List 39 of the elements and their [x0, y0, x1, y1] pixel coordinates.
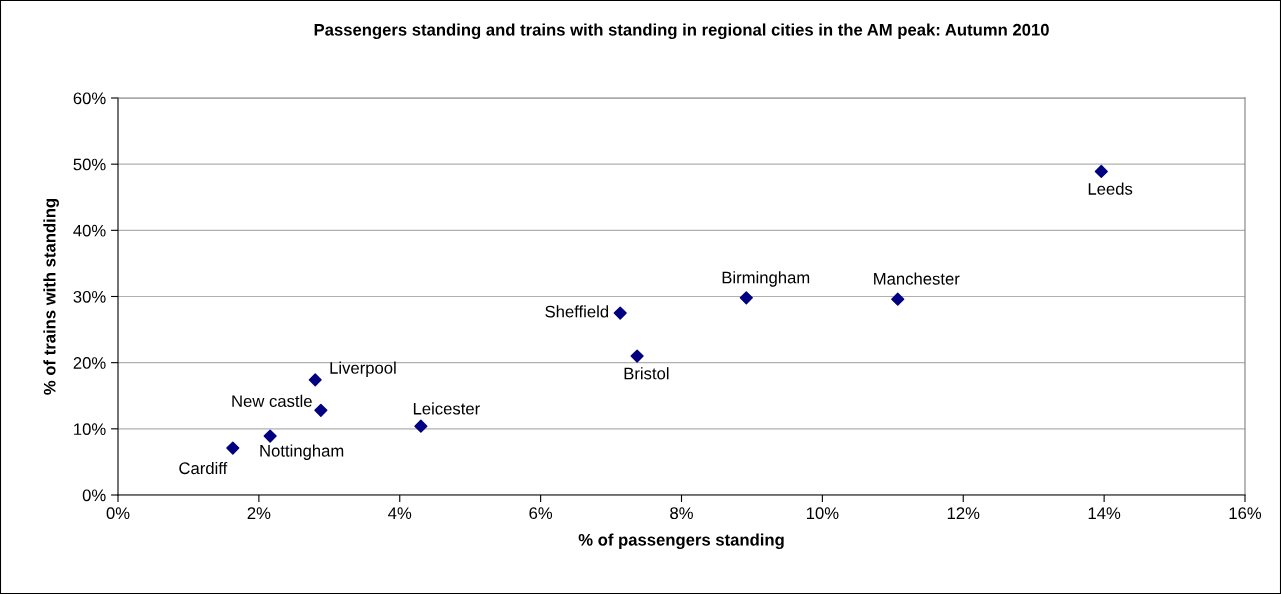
point — [226, 441, 240, 455]
annotation: Leicester — [413, 402, 480, 415]
point — [314, 403, 328, 417]
y-axis-title: % of trains with standing — [43, 199, 59, 395]
annotation: Bristol — [624, 367, 669, 380]
y-tick-label: 50% — [73, 158, 106, 171]
annotation: Nottingham — [260, 444, 344, 460]
x-axis-title: % of passengers standing — [578, 533, 784, 550]
annotation: Cardiff — [179, 461, 228, 475]
point — [613, 306, 627, 320]
x-tick-label: 2% — [247, 507, 271, 519]
x-tick-label: 6% — [529, 507, 553, 520]
x-tick-label: 0% — [106, 507, 130, 520]
y-tick-label: 40% — [73, 224, 106, 237]
x-tick-label: 10% — [806, 507, 839, 520]
x-tick-label: 16% — [1229, 507, 1262, 520]
point — [263, 429, 277, 443]
point — [630, 349, 644, 363]
chart-title: Passengers standing and trains with standing in regional cities in the AM peak: Autumn 2010 — [314, 23, 1049, 40]
y-tick-label: 20% — [73, 357, 106, 369]
annotation: New castle — [232, 394, 312, 408]
y-tick-label: 30% — [73, 290, 106, 303]
point — [308, 373, 322, 387]
point — [891, 292, 905, 306]
x-tick-label: 12% — [947, 507, 980, 519]
point — [414, 419, 428, 433]
point — [739, 291, 753, 305]
point — [1094, 164, 1108, 179]
y-tick-label: 0% — [82, 489, 106, 502]
x-tick-label: 4% — [388, 507, 412, 519]
annotation: Sheffield — [545, 305, 609, 318]
x-tick-label: 8% — [670, 507, 693, 520]
x-tick-label: 14% — [1088, 507, 1121, 519]
annotation: Leeds — [1088, 182, 1133, 195]
y-tick-label: 60% — [73, 92, 106, 105]
annotation: Manchester — [874, 272, 960, 285]
y-tick-label: 10% — [74, 423, 106, 436]
annotation: Liverpool — [330, 361, 396, 378]
annotation: Birmingham — [722, 271, 810, 287]
